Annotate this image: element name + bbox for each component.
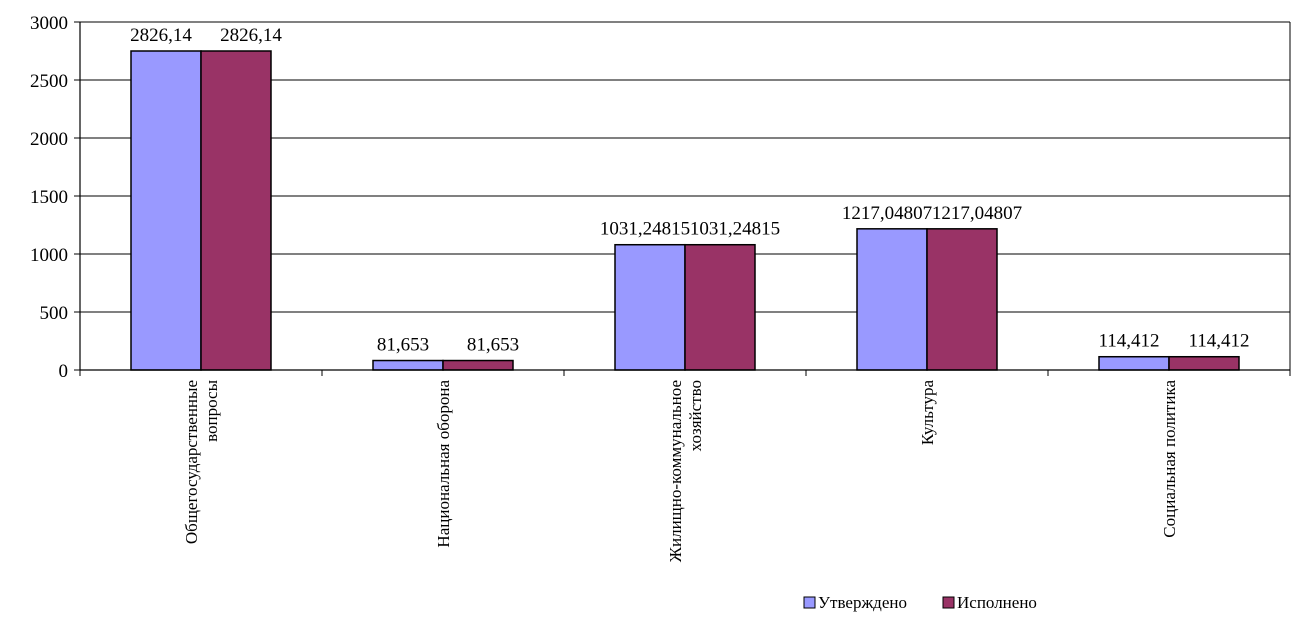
y-tick-label: 2000: [30, 129, 68, 150]
x-axis: Общегосударственные вопросы Национальная о…: [79, 369, 1291, 562]
legend-swatch-approved: [803, 596, 816, 609]
bar-approved: [1098, 355, 1170, 371]
bar-approved: [614, 243, 686, 371]
bar-executed: [1168, 355, 1240, 371]
data-label: 2826,14: [220, 25, 282, 46]
y-tick-label: 2500: [30, 71, 68, 92]
y-tick-label: 0: [59, 361, 69, 382]
category-label: Социальная политика: [1160, 380, 1179, 538]
data-label: 1217,04807: [842, 203, 932, 224]
y-tick-label: 500: [40, 303, 69, 324]
y-tick-label: 3000: [30, 13, 68, 34]
category-label-line: Культура: [918, 380, 937, 446]
legend: Утверждено Исполнено: [803, 593, 1037, 612]
data-labels: 2826,14 2826,14 81,653 81,653 1031,24815 1031…: [130, 25, 1249, 356]
y-tick-label: 1500: [30, 187, 68, 208]
data-label: 114,412: [1098, 331, 1159, 352]
category-label: Общегосударственные вопросы: [182, 379, 221, 544]
category-label: Национальная оборона: [434, 380, 453, 548]
legend-swatch-executed: [942, 596, 955, 609]
data-label: 114,412: [1188, 331, 1249, 352]
data-label: 81,653: [467, 335, 519, 356]
bar-approved: [130, 50, 202, 371]
category-label-line: хозяйство: [686, 380, 705, 451]
bar-executed: [684, 243, 756, 371]
data-label: 1031,24815: [690, 219, 780, 240]
category-label: Культура: [918, 380, 937, 446]
bar-executed: [442, 359, 514, 371]
bar-approved: [372, 359, 444, 371]
data-label: 1217,04807: [932, 203, 1022, 224]
category-label: Жилищно-коммунальное хозяйство: [666, 380, 705, 562]
category-label-line: вопросы: [202, 379, 221, 441]
category-label-line: Общегосударственные: [182, 380, 201, 544]
y-axis: 0 500 1000 1500 2000 2500 3000: [30, 13, 81, 382]
bar-executed: [200, 50, 272, 371]
bar-executed: [926, 228, 998, 371]
data-label: 1031,24815: [600, 219, 690, 240]
category-label-line: Социальная политика: [1160, 380, 1179, 538]
bars: [130, 50, 1240, 371]
data-label: 81,653: [377, 335, 429, 356]
data-label: 2826,14: [130, 25, 192, 46]
legend-label-executed: Исполнено: [957, 593, 1037, 612]
category-label-line: Жилищно-коммунальное: [666, 380, 685, 562]
category-label-line: Национальная оборона: [434, 380, 453, 548]
y-tick-label: 1000: [30, 245, 68, 266]
legend-label-approved: Утверждено: [818, 593, 907, 612]
bar-approved: [856, 228, 928, 371]
